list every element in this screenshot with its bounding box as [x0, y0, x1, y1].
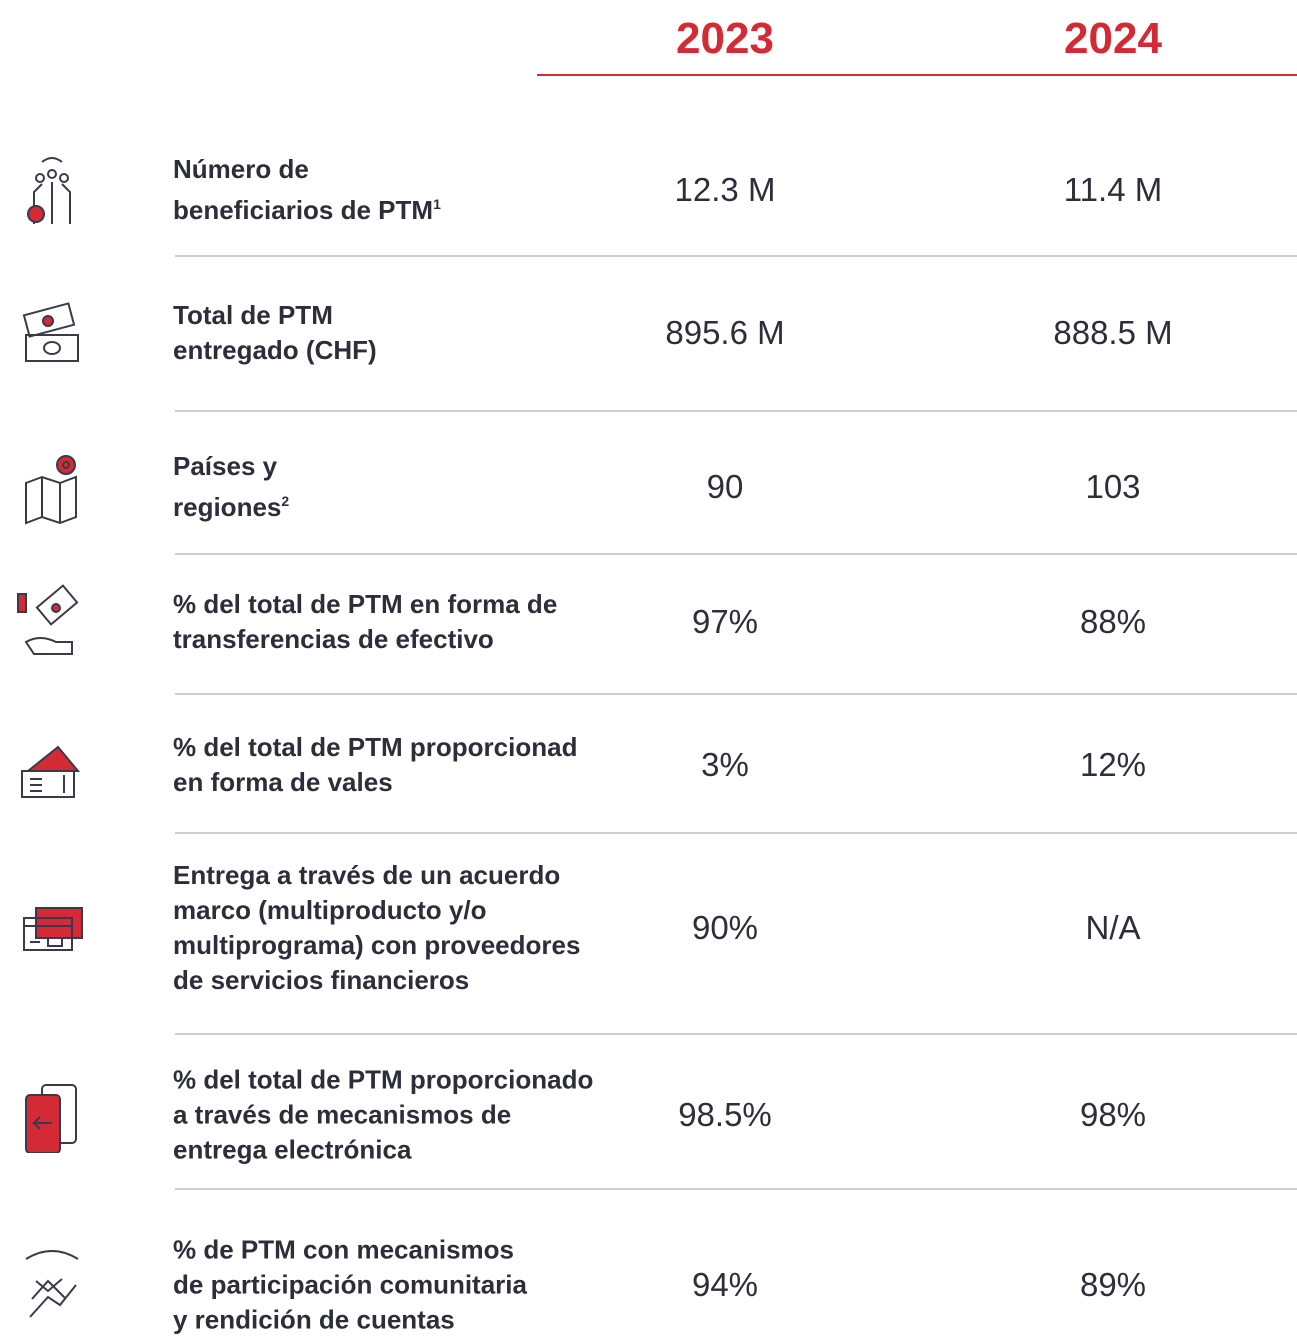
label-line: Total de PTM [173, 300, 333, 330]
label-line: marco (multiproducto y/o [173, 895, 487, 925]
label-line: regiones [173, 492, 282, 522]
footnote-mark: 1 [433, 196, 441, 212]
row-value: 94% [691, 1266, 759, 1303]
row-value: 98% [1079, 1096, 1147, 1133]
row-value: 3% [701, 746, 749, 783]
row-label: % del total de PTM proporcionad en forma … [173, 730, 633, 800]
row-value: 88% [1079, 603, 1147, 640]
row-value: 98.5% [678, 1096, 772, 1133]
row-separator [175, 553, 1297, 555]
label-line: a través de mecanismos de [173, 1099, 512, 1130]
label-line: % del total de PTM proporcionad [173, 732, 578, 762]
label-line: y rendición de cuentas [173, 1304, 455, 1335]
row-value: N/A [1085, 909, 1141, 946]
header-rule [537, 74, 1297, 76]
row-value: 12.3 M [674, 171, 776, 208]
row-icon [27, 157, 71, 224]
row-label: Entrega a través de un acuerdo marco (mul… [173, 858, 633, 998]
label-line: multiprograma) con proveedores [173, 930, 581, 960]
row-separator [175, 410, 1297, 412]
label-line: % de PTM con mecanismos [173, 1234, 514, 1265]
label-line: entregado (CHF) [173, 335, 377, 365]
row-value: 895.6 M [665, 314, 785, 351]
row-separator [175, 1188, 1297, 1190]
row-separator [175, 832, 1297, 834]
label-line: entrega electrónica [173, 1134, 412, 1165]
row-separator [175, 255, 1297, 257]
row-label: Países y regiones2 [173, 449, 633, 525]
label-line: de servicios financieros [173, 965, 470, 995]
row-value: 89% [1079, 1266, 1147, 1303]
row-icon [25, 455, 77, 525]
row-value: 97% [691, 603, 759, 640]
row-value: 11.4 M [1063, 171, 1163, 208]
row-value: 103 [1085, 468, 1141, 505]
row-label: % de PTM con mecanismos de participación … [173, 1233, 633, 1338]
row-label: Total de PTM entregado (CHF) [173, 298, 633, 368]
row-value: 12% [1079, 746, 1147, 783]
label-line: de participación comunitaria [173, 1269, 527, 1300]
row-value: 888.5 M [1053, 314, 1173, 351]
label-line: Países y [173, 451, 278, 481]
row-value: 90 [706, 468, 744, 505]
label-line: Entrega a través de un acuerdo [173, 860, 561, 890]
row-value: 90% [691, 909, 759, 946]
year-header: 2024 [1064, 14, 1162, 63]
label-line: beneficiarios de PTM [173, 195, 434, 225]
label-line: transferencias de efectivo [173, 624, 494, 654]
footnote-mark: 2 [281, 493, 290, 509]
row-icon [25, 1250, 79, 1318]
year-header: 2023 [676, 14, 774, 63]
label-line: % del total de PTM en forma de [173, 589, 558, 619]
row-separator [175, 693, 1297, 695]
row-label: % del total de PTM proporcionado a través… [173, 1063, 633, 1168]
label-line: % del total de PTM proporcionado [173, 1064, 594, 1095]
row-icon [23, 907, 83, 951]
row-icon [21, 745, 81, 798]
row-label: % del total de PTM en forma de transferen… [173, 587, 633, 657]
row-icon [22, 302, 79, 362]
row-icon [17, 584, 79, 655]
row-separator [175, 1033, 1297, 1035]
row-label: Número de beneficiarios de PTM1 [173, 152, 633, 228]
label-line: en forma de vales [173, 767, 393, 797]
row-icon [25, 1084, 77, 1153]
label-line: Número de [173, 154, 309, 184]
